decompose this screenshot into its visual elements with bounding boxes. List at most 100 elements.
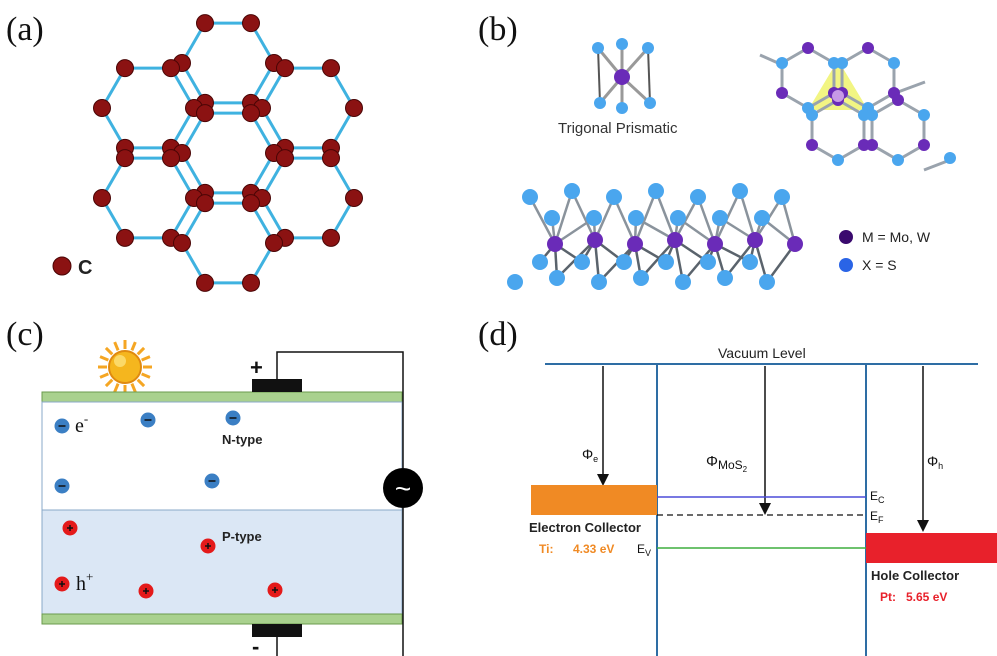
ev-label: EV xyxy=(637,542,651,558)
carbon-atom xyxy=(345,189,363,207)
chalcogen-atom xyxy=(806,109,819,121)
chalcogen-atom xyxy=(648,183,664,199)
sun-ray xyxy=(113,341,120,351)
mos2-side-view xyxy=(507,183,803,290)
metal-atom xyxy=(787,236,803,252)
metal-atom xyxy=(866,139,879,151)
ti-label: Ti: xyxy=(539,542,553,556)
carbon-atom xyxy=(116,59,134,78)
ef-label: EF xyxy=(870,509,884,525)
chalcogen-atom xyxy=(544,210,560,226)
carbon-atom xyxy=(116,228,134,247)
chalcogen-atom xyxy=(507,274,523,290)
sun-ray xyxy=(99,355,109,362)
carbon-atom xyxy=(196,194,214,213)
phi-h-label: Φh xyxy=(927,453,943,471)
circuit-wire-top xyxy=(276,351,404,468)
graphene-bonds xyxy=(100,21,356,285)
mos2-bond xyxy=(682,243,716,283)
chalcogen-atom xyxy=(700,254,716,270)
plus-terminal: + xyxy=(250,355,263,380)
sun-icon xyxy=(98,340,152,394)
minus-terminal: - xyxy=(252,634,259,656)
chalcogen-atom xyxy=(836,57,849,69)
metal-atom xyxy=(547,236,563,252)
chalcogen-atom xyxy=(759,274,775,290)
sun-ray xyxy=(130,341,137,351)
graphene-atoms xyxy=(93,14,363,292)
carbon-legend-marker xyxy=(52,256,72,276)
metal-atom xyxy=(917,139,930,151)
chalcogen-atom xyxy=(944,152,956,164)
panel-a-label: (a) xyxy=(6,11,44,48)
carbon-atom xyxy=(162,149,180,168)
chalcogen-atom xyxy=(658,254,674,270)
ac-source-icon xyxy=(383,468,423,508)
trigonal-prismatic-caption: Trigonal Prismatic xyxy=(558,120,678,137)
carbon-atom xyxy=(322,228,340,247)
mos2-bond xyxy=(612,196,637,245)
top-electrode xyxy=(252,379,302,392)
metal-atom xyxy=(892,94,904,106)
chalcogen-atom xyxy=(670,210,686,226)
mos2-bond xyxy=(654,190,677,241)
chalcogen-atom xyxy=(522,189,538,205)
carbon-atom xyxy=(276,149,294,168)
panel-d-label: (d) xyxy=(478,316,518,353)
chalcogen-atom xyxy=(917,109,930,121)
panel-b: (b) Trigonal Prismatic M = xyxy=(478,11,956,290)
carbon-atom xyxy=(173,234,191,252)
ti-work-function: 4.33 eV xyxy=(573,542,614,556)
metal-atom xyxy=(832,90,844,102)
phi-mos2-label: ΦMoS2 xyxy=(706,453,748,474)
trigonal-prismatic-unit xyxy=(592,38,656,114)
carbon-atom xyxy=(322,59,340,78)
panel-c-label: (c) xyxy=(6,316,44,353)
metal-atom xyxy=(806,139,819,151)
chalcogen-atom xyxy=(887,57,900,69)
panel-b-label: (b) xyxy=(478,11,518,48)
carbon-atom xyxy=(242,273,260,292)
panel-c: (c) + - ~ e- h+ N-type P-type xyxy=(6,316,423,656)
electron-collector-label: Electron Collector xyxy=(529,520,641,535)
chalcogen-atom xyxy=(532,254,548,270)
n-type-region xyxy=(41,401,403,511)
chalcogen-atom xyxy=(892,154,904,166)
chalcogen-atom xyxy=(774,189,790,205)
phi-e-label: Φe xyxy=(582,446,598,464)
carbon-atom xyxy=(196,14,214,33)
metal-atom xyxy=(776,87,789,99)
electron-label: e- xyxy=(75,411,88,437)
mos2-bond xyxy=(724,239,756,279)
chalcogen-atom xyxy=(628,210,644,226)
carbon-atom xyxy=(322,149,340,168)
holes xyxy=(54,520,283,599)
carbon-atom xyxy=(242,14,260,33)
metal-atom xyxy=(747,232,763,248)
phi-h-arrow xyxy=(917,366,929,532)
chalcogen-legend-marker xyxy=(839,258,853,272)
pt-label: Pt: xyxy=(880,590,896,604)
sun-ray xyxy=(104,346,114,356)
p-type-region xyxy=(41,509,403,615)
metal-atom xyxy=(707,236,723,252)
panel-d: (d) Vacuum Level Φe ΦMoS2 Φh Electron Co… xyxy=(478,316,997,656)
panel-a: (a) C xyxy=(6,11,363,292)
mos2-bond xyxy=(640,239,676,279)
mos2-bond xyxy=(897,80,926,94)
sun-ray xyxy=(130,383,137,393)
chalcogen-atom xyxy=(549,270,565,286)
metal-atom xyxy=(587,232,603,248)
mos2-bond xyxy=(759,53,779,65)
chalcogen-atom xyxy=(690,189,706,205)
phi-e-arrow xyxy=(597,366,609,486)
n-type-label: N-type xyxy=(222,432,262,447)
mos2-bond xyxy=(633,190,658,245)
phi-mos2-arrow xyxy=(759,366,771,515)
carbon-atom xyxy=(242,194,260,213)
hole-collector-label: Hole Collector xyxy=(871,568,959,583)
hole-collector-bar xyxy=(866,533,997,563)
chalcogen-atom xyxy=(633,270,649,286)
chalcogen-atom xyxy=(866,109,879,121)
